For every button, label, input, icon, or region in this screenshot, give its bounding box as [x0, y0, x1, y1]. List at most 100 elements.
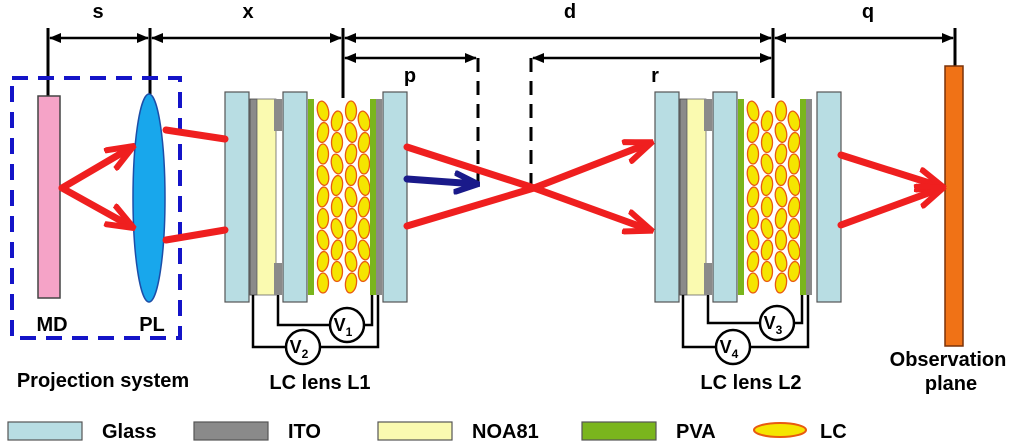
v4-subscript: 4 [732, 347, 739, 361]
l1-lc-molecule [357, 175, 371, 196]
l1-glass-outer-left [224, 91, 250, 303]
legend-swatch-glass [7, 421, 83, 441]
v4-symbol: V [720, 337, 732, 357]
ray-l2-obs-lower [837, 188, 942, 229]
ray-l1-cross-down [403, 143, 538, 192]
l2-noa81 [686, 98, 707, 296]
v2-subscript: 2 [302, 347, 309, 361]
l2-lc-molecule [774, 251, 788, 272]
observation-label-line1: Observation [890, 349, 1007, 371]
v3-symbol: V [764, 313, 776, 333]
l1-lc-molecule [344, 207, 358, 230]
l1-lc-molecule [316, 121, 330, 144]
l1-circuit [251, 295, 380, 349]
l2-lc-molecule [760, 153, 774, 175]
legend: Glass ITO NOA81 PVA LC [7, 421, 847, 443]
voltage-v3-source [758, 304, 796, 342]
voltage-v2-source [284, 328, 322, 366]
ray-l1-cross-up [403, 184, 538, 230]
ray-cross-l2-lower [530, 184, 650, 230]
l1-pva-left [308, 99, 314, 295]
l2-lc-molecule [746, 229, 760, 251]
legend-label-ito: ITO [288, 421, 321, 443]
l1-lc-molecule [316, 165, 330, 186]
l2-lc-molecule [787, 217, 801, 240]
l1-lc-molecule [357, 239, 371, 261]
l2-lc-molecule [787, 196, 801, 218]
l1-lc-molecule [316, 186, 330, 208]
dim-label-d: d [564, 1, 576, 23]
lc-lens-l2 [654, 91, 842, 303]
dim-label-p: p [404, 65, 416, 87]
l1-lc-molecule [344, 229, 358, 251]
legend-swatch-pva [581, 421, 657, 441]
lens2-label: LC lens L2 [700, 372, 801, 394]
dim-label-x: x [242, 1, 253, 23]
l2-lc-molecule [760, 196, 774, 218]
dim-label-s: s [92, 1, 103, 23]
dim-label-q: q [862, 1, 874, 23]
l2-lc-molecule [746, 250, 760, 273]
l2-lc-molecule [787, 153, 801, 175]
legend-swatch-ito [193, 421, 269, 441]
v3-subscript: 3 [776, 323, 783, 337]
dimension-lines [46, 28, 957, 190]
l1-lc-molecule [330, 131, 344, 154]
l1-ito-right [376, 99, 382, 295]
l1-glass-outer-right [382, 91, 408, 303]
l2-lc-molecule [774, 122, 788, 143]
l2-lc-molecule [746, 121, 760, 144]
md-label: MD [36, 314, 67, 336]
ray-pl-l1-lower [162, 226, 229, 244]
l2-pva-right [800, 99, 806, 295]
l2-lc-molecule [787, 239, 801, 261]
legend-label-noa81: NOA81 [472, 421, 539, 443]
l2-lc-molecule [774, 272, 788, 294]
l2-ito-left [679, 98, 688, 296]
focus-arrow [403, 179, 476, 184]
l1-lc-molecule [344, 186, 358, 208]
v2-symbol: V [290, 337, 302, 357]
pl-label: PL [139, 314, 165, 336]
l2-lc-molecule [746, 143, 760, 165]
l2-lc-molecule [760, 110, 774, 132]
l2-ito-right [806, 99, 812, 295]
lens1-label: LC lens L1 [269, 372, 370, 394]
l1-lc-molecule [357, 110, 371, 132]
l1-lc-molecule [330, 174, 344, 197]
projection-lens [132, 93, 166, 303]
l2-lc-molecule [774, 143, 788, 165]
svg-text:V1: V1 [334, 315, 353, 339]
l1-lc-molecule [330, 153, 344, 175]
l2-lc-molecule [760, 260, 774, 283]
legend-label-pva: PVA [676, 421, 716, 443]
l1-lc-molecule [344, 122, 358, 143]
l2-lc-molecule [774, 207, 788, 230]
l1-lc-molecule [316, 229, 330, 251]
l1-lc-molecule [344, 251, 358, 272]
l1-ito-step-top [274, 99, 282, 131]
l1-lc-molecule [344, 164, 358, 187]
l2-lc-molecule [774, 186, 788, 208]
l2-lc-molecule [774, 164, 788, 187]
svg-text:V4: V4 [720, 337, 739, 361]
l1-glass-inner-left [282, 91, 308, 303]
l1-lc-molecules [316, 100, 371, 294]
voltage-v4-source [714, 328, 752, 366]
l2-lc-molecule [760, 131, 774, 154]
l2-circuit [681, 295, 810, 349]
projection-system-label: Projection system [17, 370, 189, 392]
l1-lc-molecule [357, 153, 371, 175]
l2-lc-molecule [774, 100, 788, 122]
light-rays [58, 126, 942, 244]
legend-swatch-lc [753, 422, 807, 438]
v1-subscript: 1 [346, 325, 353, 339]
svg-text:V3: V3 [764, 313, 783, 337]
l1-lc-molecule [330, 239, 344, 261]
l1-lc-molecule [344, 100, 358, 122]
ray-pl-l1-upper [162, 126, 229, 143]
l2-ito-step-bottom [704, 263, 712, 295]
l2-glass-outer-right [816, 91, 842, 303]
l2-lc-molecule [760, 218, 774, 239]
